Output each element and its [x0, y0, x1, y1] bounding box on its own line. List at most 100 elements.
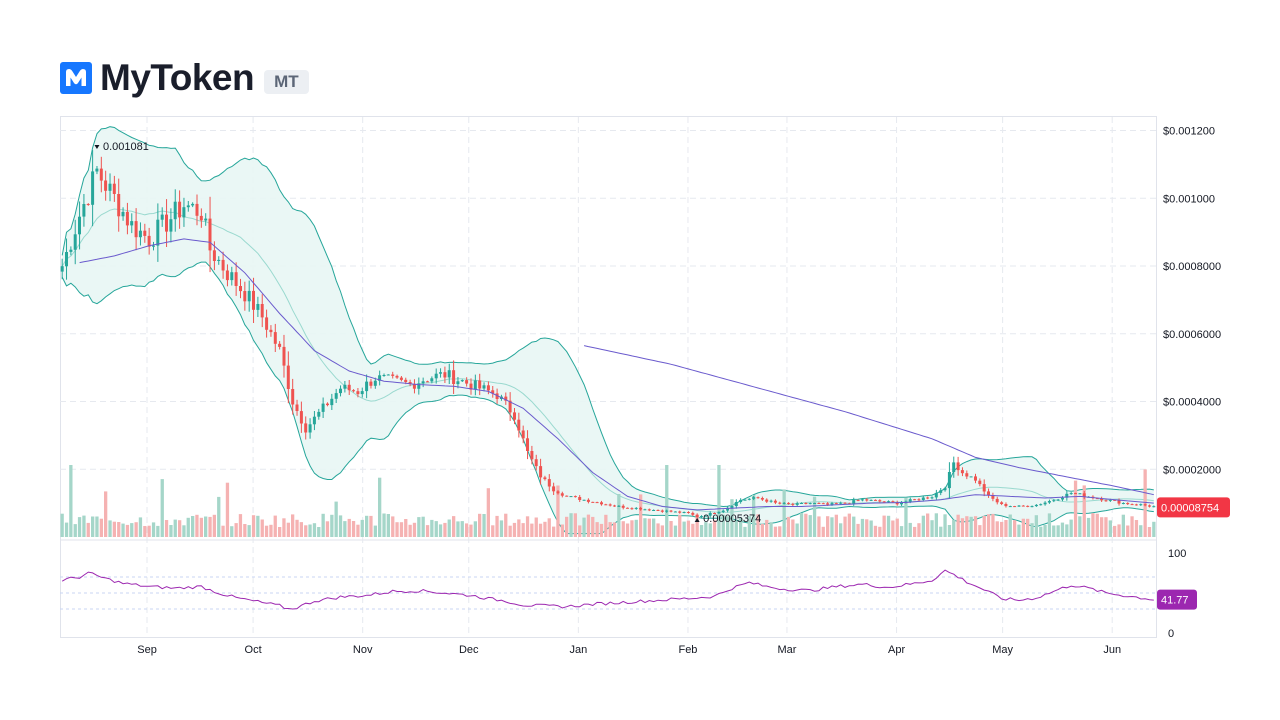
candle-body [739, 499, 743, 502]
volume-bar [665, 465, 669, 537]
price-tick-label: $0.0008000 [1163, 261, 1221, 273]
candle-body [312, 416, 316, 425]
candle-body [586, 499, 590, 502]
volume-bar [1134, 520, 1139, 537]
candle-body [600, 502, 603, 505]
candle-body [182, 207, 186, 218]
candle-body [360, 391, 364, 395]
candle-body [778, 502, 782, 504]
volume-bar [134, 522, 138, 537]
volume-bar [395, 522, 399, 537]
chart-frame [60, 116, 1157, 638]
volume-bar [73, 524, 77, 537]
volume-bar [456, 521, 460, 537]
volume-bar [130, 523, 134, 537]
volume-bar [1004, 520, 1008, 537]
candle-body [734, 502, 738, 506]
candle-body [208, 218, 212, 251]
volume-bar [378, 477, 382, 537]
volume-bar [612, 522, 617, 537]
candle-body [895, 502, 899, 505]
volume-bar [178, 520, 182, 537]
candle-body [495, 393, 499, 399]
candle-body [456, 381, 460, 385]
candle-body [121, 211, 125, 217]
time-tick-label: Oct [245, 644, 262, 656]
candle-body [917, 499, 921, 501]
volume-bar [869, 520, 873, 537]
candle-body [1082, 493, 1086, 497]
candle-body [108, 183, 112, 191]
low-marker-arrow-icon [694, 518, 700, 522]
candle-body [695, 514, 699, 517]
volume-bar [169, 525, 173, 537]
candle-body [813, 503, 817, 504]
volume-bar [373, 525, 377, 537]
candle-body [373, 380, 377, 386]
candle-body [1061, 497, 1064, 500]
candle-body [673, 511, 677, 513]
candle-body [704, 515, 708, 517]
candle-body [713, 513, 716, 514]
candle-body [60, 266, 64, 272]
candle-body [286, 365, 290, 389]
volume-bar [1082, 485, 1086, 537]
volume-bar [639, 494, 643, 537]
volume-bar [726, 516, 730, 537]
candle-body [804, 503, 808, 504]
candlesticks [60, 150, 1156, 519]
volume-bar [712, 520, 717, 537]
volume-bar [647, 518, 651, 537]
candle-body [965, 473, 969, 477]
price-tick-label: $0.001200 [1163, 126, 1215, 138]
volume-bar [256, 515, 260, 537]
volume-bar [108, 520, 112, 537]
candle-body [469, 383, 473, 390]
volume-bar [212, 514, 216, 537]
volume-bar [356, 524, 360, 537]
volume-bar [321, 513, 325, 537]
volume-bar [217, 496, 221, 537]
volume-bar [904, 497, 908, 537]
candle-body [234, 272, 238, 286]
candle-body [686, 512, 690, 513]
volume-bar [899, 526, 904, 537]
candle-body [265, 317, 269, 330]
volume-bar [634, 519, 638, 537]
candle-body [791, 503, 795, 505]
volume-bar [269, 524, 273, 537]
volume-bar [878, 526, 882, 537]
candle-body [582, 499, 586, 501]
candle-body [247, 290, 251, 302]
volume-bar [82, 515, 86, 537]
volume-bar [386, 514, 390, 537]
candle-body [347, 384, 351, 391]
moving-average [79, 238, 1154, 511]
volume-bar [952, 519, 956, 537]
volume-bar [121, 523, 125, 537]
candle-body [1152, 506, 1156, 508]
candle-body [160, 214, 164, 220]
candle-body [934, 492, 938, 498]
candle-body [412, 383, 416, 389]
candle-body [817, 503, 821, 504]
candle-body [104, 180, 108, 191]
candle-body [634, 507, 638, 509]
volume-bar [908, 522, 912, 537]
volume-bar [1143, 469, 1147, 537]
candle-body [1148, 505, 1151, 507]
candle-body [191, 203, 195, 206]
candle-body [421, 381, 425, 384]
volume-bar [243, 524, 247, 537]
volume-bar [421, 516, 425, 537]
candle-body [682, 512, 686, 513]
volume-bar [452, 516, 456, 537]
candle-body [700, 516, 703, 518]
candle-body [217, 259, 221, 261]
volume-bar [491, 525, 495, 537]
volume-bar [973, 516, 978, 537]
last-price-label: 0.00008754 [1161, 502, 1219, 514]
volume-bar [365, 515, 369, 537]
candle-body [1030, 506, 1034, 508]
